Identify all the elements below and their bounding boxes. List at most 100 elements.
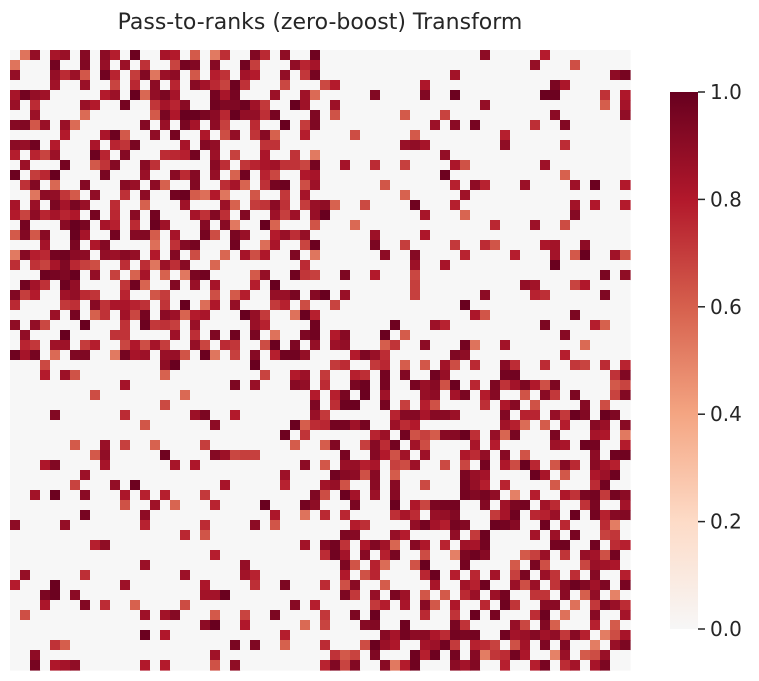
heatmap-cell: [580, 110, 591, 121]
heatmap-cell: [10, 250, 21, 261]
heatmap-cell: [520, 550, 531, 561]
heatmap-cell: [280, 240, 291, 251]
heatmap-cell: [130, 90, 141, 101]
heatmap-cell: [290, 510, 301, 521]
heatmap-cell: [610, 600, 621, 611]
heatmap-cell: [390, 620, 401, 631]
heatmap-cell: [590, 300, 601, 311]
heatmap-cell: [350, 170, 361, 181]
heatmap-cell: [120, 130, 131, 141]
heatmap-cell: [390, 270, 401, 281]
heatmap-cell: [270, 190, 281, 201]
heatmap-cell: [70, 190, 81, 201]
heatmap-cell: [350, 90, 361, 101]
heatmap-cell: [100, 380, 111, 391]
heatmap-cell: [140, 430, 151, 441]
heatmap-cell: [150, 410, 161, 421]
heatmap-cell: [120, 330, 131, 341]
heatmap-cell: [580, 160, 591, 171]
heatmap-cell: [570, 210, 581, 221]
heatmap-cell: [320, 650, 331, 661]
heatmap-cell: [100, 170, 111, 181]
heatmap-cell: [300, 70, 311, 81]
heatmap-cell: [580, 150, 591, 161]
heatmap-cell: [620, 380, 631, 391]
heatmap-cell: [550, 570, 561, 581]
heatmap-cell: [360, 620, 371, 631]
heatmap-cell: [190, 510, 201, 521]
heatmap-cell: [470, 620, 481, 631]
heatmap-cell: [490, 100, 501, 111]
heatmap-cell: [310, 540, 321, 551]
heatmap-cell: [120, 470, 131, 481]
heatmap-cell: [460, 640, 471, 651]
heatmap-cell: [370, 270, 381, 281]
heatmap-cell: [510, 60, 521, 71]
heatmap-cell: [270, 140, 281, 151]
heatmap-cell: [50, 110, 61, 121]
heatmap-cell: [490, 190, 501, 201]
heatmap-cell: [620, 470, 631, 481]
heatmap-cell: [370, 410, 381, 421]
heatmap-cell: [90, 230, 101, 241]
heatmap-cell: [600, 420, 611, 431]
heatmap-cell: [260, 130, 271, 141]
heatmap-cell: [200, 300, 211, 311]
heatmap-cell: [510, 110, 521, 121]
heatmap-cell: [290, 210, 301, 221]
heatmap-cell: [610, 430, 621, 441]
heatmap-cell: [70, 630, 81, 641]
heatmap-cell: [270, 320, 281, 331]
heatmap-cell: [230, 90, 241, 101]
heatmap-cell: [600, 250, 611, 261]
heatmap-cell: [540, 470, 551, 481]
heatmap-cell: [210, 580, 221, 591]
heatmap-cell: [190, 240, 201, 251]
heatmap-cell: [230, 560, 241, 571]
heatmap-cell: [530, 550, 541, 561]
heatmap-cell: [570, 310, 581, 321]
heatmap-cell: [110, 80, 121, 91]
heatmap-cell: [130, 340, 141, 351]
heatmap-cell: [410, 80, 421, 91]
heatmap-cell: [260, 450, 271, 461]
heatmap-cell: [310, 70, 321, 81]
heatmap-cell: [420, 80, 431, 91]
heatmap-cell: [590, 590, 601, 601]
heatmap-cell: [280, 100, 291, 111]
heatmap-cell: [50, 190, 61, 201]
heatmap-cell: [260, 590, 271, 601]
heatmap-cell: [120, 570, 131, 581]
heatmap-cell: [430, 50, 441, 61]
heatmap-cell: [380, 520, 391, 531]
heatmap-cell: [540, 280, 551, 291]
heatmap-cell: [210, 120, 221, 131]
heatmap-cell: [110, 240, 121, 251]
heatmap-cell: [330, 210, 341, 221]
heatmap-cell: [590, 640, 601, 651]
heatmap-cell: [420, 310, 431, 321]
heatmap-cell: [80, 150, 91, 161]
heatmap-cell: [40, 380, 51, 391]
heatmap-cell: [500, 140, 511, 151]
heatmap-cell: [30, 250, 41, 261]
heatmap-cell: [420, 220, 431, 231]
heatmap-cell: [520, 200, 531, 211]
heatmap-cell: [560, 430, 571, 441]
heatmap-cell: [200, 190, 211, 201]
heatmap-cell: [550, 370, 561, 381]
heatmap-cell: [110, 290, 121, 301]
heatmap-cell: [400, 230, 411, 241]
heatmap-cell: [310, 570, 321, 581]
heatmap-cell: [560, 300, 571, 311]
heatmap-cell: [400, 350, 411, 361]
heatmap-cell: [290, 570, 301, 581]
heatmap-cell: [80, 620, 91, 631]
heatmap-cell: [510, 530, 521, 541]
heatmap-cell: [620, 440, 631, 451]
heatmap-cell: [460, 200, 471, 211]
heatmap-cell: [20, 380, 31, 391]
heatmap-cell: [280, 490, 291, 501]
heatmap-cell: [460, 180, 471, 191]
heatmap-cell: [80, 490, 91, 501]
